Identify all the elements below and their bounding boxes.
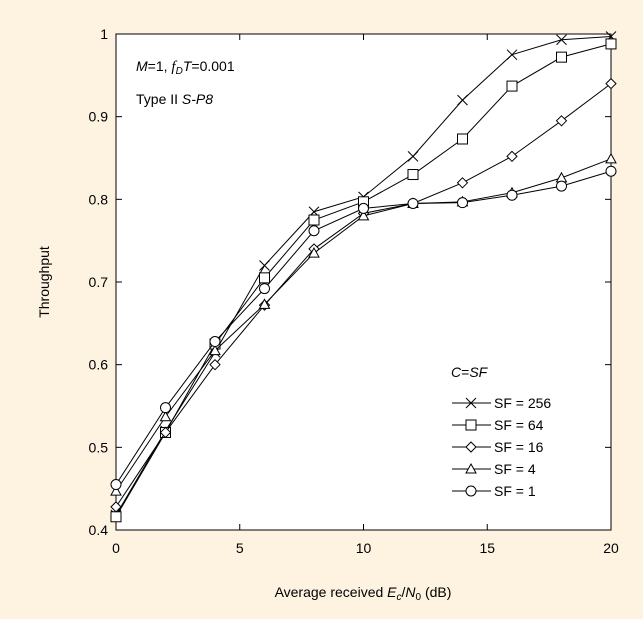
series-1-point-6 <box>407 169 419 181</box>
series-1-point-9 <box>556 51 567 63</box>
ann-eq1: =1, <box>148 58 172 74</box>
series-4-point-8 <box>506 189 518 201</box>
series-0-point-9 <box>556 34 567 46</box>
ann-eq2: =0.001 <box>191 58 234 74</box>
series-2-point-7 <box>456 177 469 189</box>
series-4-point-4 <box>308 225 320 237</box>
series-2-point-10 <box>605 77 617 90</box>
xlabel-n: N <box>405 584 416 600</box>
ann-m: M <box>136 58 148 74</box>
ann-sp8: S-P8 <box>182 91 213 107</box>
series-2-point-2 <box>209 358 221 371</box>
x-tick-label-4: 20 <box>603 540 619 556</box>
plot-area <box>115 33 612 531</box>
series-1-point-10 <box>605 38 617 50</box>
legend-label-3: SF = 4 <box>494 461 536 477</box>
ann-t: T <box>183 58 193 74</box>
y-tick-label-1: 0.5 <box>89 439 109 455</box>
x-tick-label-2: 10 <box>356 540 372 556</box>
y-tick-label-3: 0.7 <box>89 274 109 290</box>
x-axis-label: Average received Ec/N0 (dB) <box>275 584 452 603</box>
legend-marker-1 <box>465 419 477 431</box>
legend-item-0: SF = 256 <box>452 395 551 411</box>
series-3-point-1 <box>159 410 172 422</box>
series-2-point-8 <box>506 150 518 163</box>
series-1-point-8 <box>506 80 518 92</box>
legend-marker-0 <box>465 397 477 409</box>
series-3-point-5 <box>357 209 370 221</box>
series-4-point-1 <box>160 402 171 414</box>
series-4-point-7 <box>457 197 468 209</box>
legend-label-2: SF = 16 <box>494 439 544 455</box>
x-tick-label-3: 15 <box>479 540 495 556</box>
series-4-point-5 <box>358 202 369 214</box>
legend-label-4: SF = 1 <box>494 483 536 499</box>
series-0-point-3 <box>259 260 270 271</box>
x-tick-label-0: 0 <box>112 540 120 556</box>
legend: SF = 256 SF = 64 SF = 16 SF = 4 SF = 1 <box>452 395 551 499</box>
series-2-point-1 <box>159 426 172 439</box>
xlabel-e-sub: c <box>397 592 402 603</box>
series-3 <box>110 152 617 496</box>
series-1-point-0 <box>110 511 122 523</box>
ann-f: f <box>171 59 177 75</box>
series-1-point-4 <box>308 214 320 226</box>
series-3-point-0 <box>110 485 122 496</box>
xlabel-n-sub: 0 <box>416 592 422 603</box>
series-3-point-3 <box>258 298 271 309</box>
y-tick-label-0: 0.4 <box>89 522 109 538</box>
series-0-point-7 <box>457 94 468 106</box>
ann-d-sub: D <box>176 66 183 77</box>
xlabel-e: E <box>387 584 397 600</box>
series-0-point-8 <box>506 49 518 61</box>
legend-item-1: SF = 64 <box>452 417 544 433</box>
legend-title: C=SF <box>451 364 489 380</box>
xlabel-slash: / <box>402 584 406 600</box>
legend-item-4: SF = 1 <box>452 483 536 499</box>
y-tick-label-6: 1 <box>100 26 108 42</box>
series-2-point-0 <box>110 501 122 513</box>
legend-marker-2 <box>465 441 477 453</box>
xlabel-pre: Average received <box>275 584 388 600</box>
series-2-point-9 <box>555 115 568 127</box>
ann-type: Type II <box>136 91 182 107</box>
y-axis-label: Throughput <box>36 246 52 318</box>
series-4-point-9 <box>556 180 567 192</box>
legend-marker-4 <box>465 485 477 497</box>
xlabel-post: (dB) <box>421 584 451 600</box>
series-3-point-2 <box>209 344 221 356</box>
series-4-point-0 <box>110 479 122 491</box>
series-4-point-6 <box>407 197 419 209</box>
annotation-line2: Type II S-P8 <box>136 91 213 107</box>
legend-title-eq: = <box>461 364 469 380</box>
axis-ticks: 0 5 10 15 20 0.4 0.5 0.6 0.7 0.8 0.9 1 <box>89 26 619 556</box>
series-4-point-2 <box>209 336 221 348</box>
annotation-line1: M=1, fDT=0.001 <box>136 58 235 77</box>
legend-title-sf: SF <box>469 364 488 380</box>
series-3-point-4 <box>308 247 320 258</box>
y-tick-label-5: 0.9 <box>89 109 109 125</box>
legend-title-c: C <box>451 364 462 380</box>
legend-label-1: SF = 64 <box>494 417 544 433</box>
series-0-point-6 <box>407 150 419 162</box>
series-4-point-3 <box>259 283 270 295</box>
y-tick-label-2: 0.6 <box>89 357 109 373</box>
legend-item-2: SF = 16 <box>452 439 544 455</box>
series-4-point-10 <box>605 165 617 177</box>
series-3-point-10 <box>605 152 617 164</box>
series-layer <box>110 31 617 523</box>
x-tick-label-1: 5 <box>236 540 244 556</box>
y-tick-label-4: 0.8 <box>89 191 109 207</box>
series-1-point-3 <box>259 272 270 284</box>
legend-marker-3 <box>465 462 477 474</box>
legend-label-0: SF = 256 <box>494 395 551 411</box>
series-4 <box>110 165 617 491</box>
legend-item-3: SF = 4 <box>452 461 536 477</box>
series-1-point-7 <box>457 133 468 145</box>
